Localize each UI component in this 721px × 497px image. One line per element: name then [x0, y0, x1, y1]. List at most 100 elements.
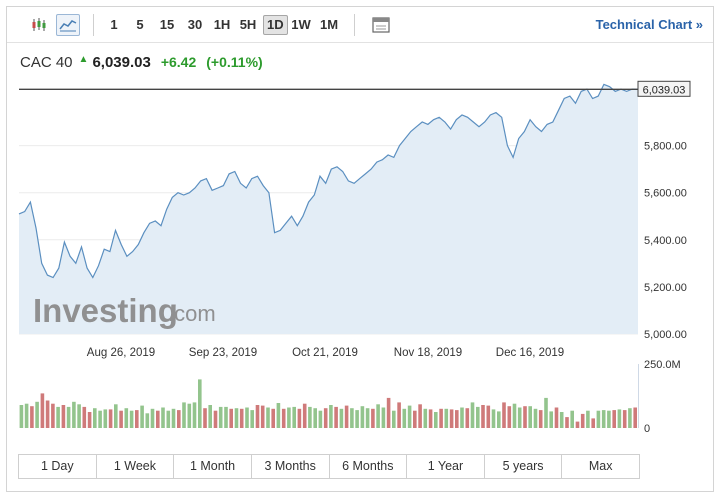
volume-bar — [580, 413, 585, 428]
volume-bar — [371, 408, 375, 428]
volume-bar — [428, 409, 433, 428]
volume-bar — [129, 410, 134, 428]
volume-bar — [439, 408, 443, 428]
chart-toolbar: 1 5 15 30 1H 5H 1D 1W 1M Technical Chart… — [7, 7, 713, 43]
timeframe-5[interactable]: 5 — [136, 17, 144, 32]
timeframe-1[interactable]: 1 — [110, 17, 118, 32]
volume-bar — [381, 407, 386, 428]
volume-bar — [444, 408, 449, 428]
timeframe-15[interactable]: 15 — [159, 17, 175, 32]
volume-bar — [98, 410, 102, 428]
volume-bar — [292, 406, 296, 428]
volume-bar — [276, 403, 281, 428]
x-tick-label: Sep 23, 2019 — [189, 347, 257, 359]
volume-bar — [339, 408, 344, 428]
volume-bar — [586, 410, 590, 428]
volume-bar — [570, 410, 574, 428]
volume-chart — [19, 364, 639, 428]
technical-chart-link[interactable]: Technical Chart » — [595, 17, 703, 32]
volume-bar — [512, 403, 517, 428]
volume-bar — [486, 405, 491, 428]
range-6-months[interactable]: 6 Months — [330, 455, 408, 478]
volume-bar — [56, 406, 60, 428]
volume-bar — [318, 410, 323, 428]
y-tick-label: 5,400.00 — [644, 235, 687, 247]
volume-bar — [203, 408, 207, 428]
volume-bar — [413, 410, 417, 428]
volume-bar — [72, 401, 76, 428]
volume-bar — [507, 406, 512, 428]
x-tick-label: Dec 16, 2019 — [496, 347, 564, 359]
timeframe-30[interactable]: 30 — [187, 17, 203, 32]
volume-bar — [308, 406, 312, 428]
volume-bar — [108, 409, 113, 428]
volume-bar — [87, 412, 92, 428]
volume-bar — [465, 408, 470, 428]
quote-header: CAC 40 ▲ 6,039.03 +6.42 (+0.11%) — [20, 54, 263, 74]
volume-bar — [402, 408, 407, 428]
volume-bar — [528, 406, 532, 428]
volume-bar — [554, 407, 559, 428]
volume-bar — [61, 405, 66, 428]
x-tick-label: Oct 21, 2019 — [292, 347, 358, 359]
timeframe-1m[interactable]: 1M — [319, 17, 339, 32]
volume-bar — [523, 406, 527, 428]
range-5-years[interactable]: 5 years — [485, 455, 563, 478]
volume-bar — [66, 406, 71, 428]
candlestick-icon[interactable] — [27, 14, 51, 36]
toolbar-divider — [354, 14, 355, 36]
volume-bar — [607, 410, 611, 428]
volume-bar — [601, 410, 606, 428]
x-axis: Aug 26, 2019 Sep 23, 2019 Oct 21, 2019 Nov … — [87, 347, 564, 359]
volume-bar — [35, 401, 39, 428]
up-arrow-icon: ▲ — [78, 54, 89, 65]
range-1-week[interactable]: 1 Week — [97, 455, 175, 478]
volume-bar — [239, 408, 244, 428]
last-price-marker: 6,039.03 — [637, 80, 691, 97]
volume-bar — [145, 413, 150, 428]
volume-bar — [124, 408, 129, 428]
range-1-year[interactable]: 1 Year — [407, 455, 485, 478]
volume-bar — [617, 409, 622, 428]
range-max[interactable]: Max — [588, 459, 613, 473]
volume-bar — [434, 412, 438, 428]
volume-bar — [491, 409, 496, 428]
volume-max-label: 250.0M — [644, 359, 681, 371]
timeframe-1h[interactable]: 1H — [213, 17, 231, 32]
volume-bar — [45, 400, 50, 428]
timeframe-1d[interactable]: 1D — [263, 15, 288, 35]
volume-bar — [344, 405, 349, 428]
volume-bar — [497, 411, 501, 428]
volume-bar — [392, 410, 396, 428]
volume-bar — [423, 408, 428, 428]
range-3-months[interactable]: 3 Months — [252, 455, 330, 478]
volume-bar — [591, 418, 595, 428]
area-chart-icon[interactable] — [56, 14, 80, 36]
volume-bar — [455, 410, 459, 428]
volume-bar — [213, 410, 218, 428]
volume-bar — [565, 417, 569, 428]
volume-bar — [596, 410, 601, 428]
last-price-label: 6,039.03 — [643, 84, 686, 96]
range-1-month[interactable]: 1 Month — [174, 455, 252, 478]
volume-bar — [19, 405, 24, 428]
volume-bar — [633, 407, 637, 428]
volume-bar — [161, 407, 165, 428]
price-chart[interactable]: Investing .com 5,000.005,200.005,400.005… — [7, 7, 713, 447]
timeframe-5h[interactable]: 5H — [239, 17, 257, 32]
x-tick-label: Aug 26, 2019 — [87, 347, 155, 359]
timeframe-1w[interactable]: 1W — [291, 17, 311, 32]
calendar-icon[interactable] — [369, 14, 393, 36]
volume-bar — [103, 409, 108, 428]
volume-bar — [449, 409, 454, 428]
volume-bar — [476, 406, 480, 428]
volume-bar — [266, 407, 270, 428]
volume-bar — [171, 408, 176, 428]
volume-bar — [245, 407, 249, 428]
range-1-day[interactable]: 1 Day — [19, 455, 97, 478]
volume-bar — [559, 412, 564, 428]
volume-bar — [51, 403, 55, 428]
volume-bar — [150, 408, 155, 428]
volume-bar — [166, 410, 171, 428]
volume-bar — [533, 408, 538, 428]
